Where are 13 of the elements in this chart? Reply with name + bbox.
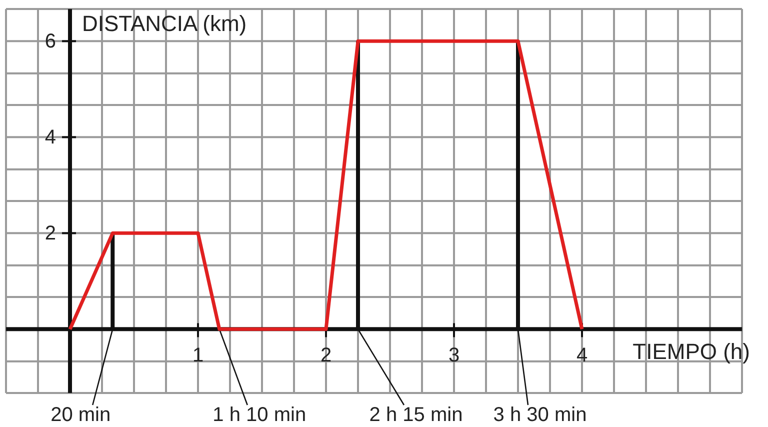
y-tick-label: 4 <box>44 126 56 149</box>
x-tick-label: 4 <box>576 344 588 366</box>
x-tick-label: 1 <box>192 344 204 366</box>
annotation: 20 min <box>50 404 111 426</box>
y-tick-label: 6 <box>44 30 56 53</box>
annotation: 2 h 15 min <box>369 404 463 426</box>
y-tick-label: 2 <box>44 222 56 245</box>
y-axis-title: DISTANCIA (km) <box>82 11 247 36</box>
x-axis-title: TIEMPO (h) <box>632 339 750 364</box>
x-tick-label: 2 <box>320 344 332 366</box>
annotation: 1 h 10 min <box>212 404 306 426</box>
annotation: 3 h 30 min <box>493 404 587 426</box>
x-tick-label: 3 <box>448 344 460 366</box>
